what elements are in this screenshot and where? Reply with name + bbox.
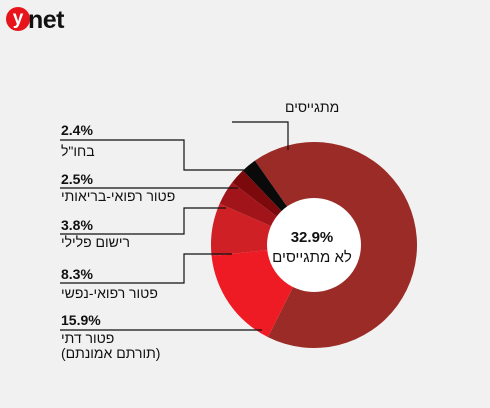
chart-leader-lines	[60, 121, 289, 331]
label-mental: פטור רפואי-נפשי	[61, 285, 158, 301]
logo-text: net	[28, 6, 65, 34]
label-enlisted: מתגייסים	[285, 99, 339, 115]
leader-line-mental	[60, 253, 232, 284]
leader-line-abroad	[60, 139, 248, 171]
label-abroad: בחו"ל	[61, 143, 95, 159]
label-criminal: רישום פלילי	[61, 234, 130, 250]
center-value: 32.9%	[291, 229, 334, 246]
label-religious: פטור דתי	[61, 330, 114, 346]
value-label-religious: 15.9%	[61, 312, 101, 328]
donut-hole	[267, 198, 361, 292]
label-medical: פטור רפואי-בריאותי	[61, 188, 175, 204]
value-label-mental: 8.3%	[61, 266, 93, 282]
center-label: לא מתגייסים	[272, 249, 352, 266]
value-label-criminal: 3.8%	[61, 217, 93, 233]
leader-line-criminal	[60, 207, 226, 235]
value-label-abroad: 2.4%	[61, 122, 93, 138]
sublabel-religious: (תורתם אמונתם)	[61, 345, 160, 361]
logo-badge: y	[6, 7, 30, 31]
value-label-medical: 2.5%	[61, 171, 93, 187]
leader-line-enlisted	[232, 121, 289, 150]
chart-labels: מתגייסים 15.9% פטור דתי(תורתם אמונתם) 8.3% פ…	[61, 99, 339, 361]
